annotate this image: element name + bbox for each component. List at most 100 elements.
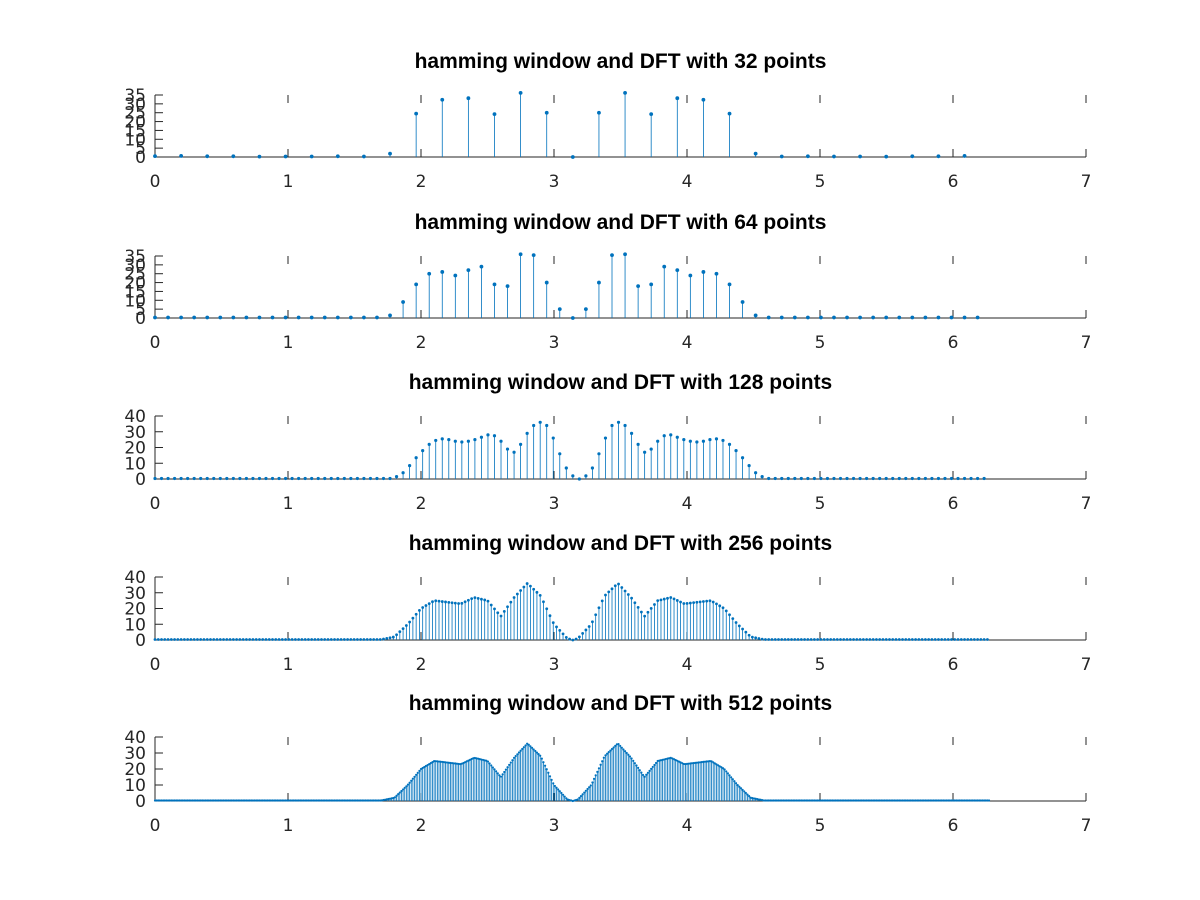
stem-marker bbox=[437, 599, 441, 603]
stem-marker bbox=[538, 594, 542, 597]
stem-marker bbox=[921, 799, 924, 802]
stem-marker bbox=[466, 598, 470, 602]
stem-marker bbox=[688, 439, 692, 443]
stem-marker bbox=[542, 600, 545, 604]
x-tick-label: 7 bbox=[1081, 494, 1092, 514]
stem-marker bbox=[525, 431, 529, 435]
stem-marker bbox=[160, 799, 163, 802]
stem-marker bbox=[215, 638, 219, 641]
stem-marker bbox=[838, 476, 843, 481]
stem-marker bbox=[772, 799, 775, 802]
chart-title: hamming window and DFT with 128 points bbox=[409, 371, 833, 394]
stem-marker bbox=[577, 635, 581, 639]
stem-marker bbox=[166, 315, 170, 320]
stem-marker bbox=[819, 638, 823, 641]
stem-marker bbox=[832, 315, 836, 320]
stem-marker bbox=[385, 798, 388, 801]
stem-marker bbox=[217, 799, 220, 802]
stem-marker bbox=[283, 315, 288, 320]
stem-marker bbox=[826, 638, 829, 641]
stem-marker bbox=[963, 799, 966, 802]
stem-marker bbox=[570, 316, 575, 320]
stem-marker bbox=[290, 638, 294, 641]
stem-marker bbox=[565, 797, 568, 800]
stem-marker bbox=[579, 794, 583, 798]
stem-marker bbox=[891, 476, 895, 481]
x-tick-label: 4 bbox=[682, 172, 693, 192]
stem-marker bbox=[220, 799, 224, 802]
stem-marker bbox=[532, 423, 536, 428]
stem-marker bbox=[583, 791, 586, 794]
stem-marker bbox=[491, 766, 494, 769]
stem-marker bbox=[257, 154, 262, 159]
stem-marker bbox=[248, 638, 252, 641]
stem-marker bbox=[302, 799, 305, 802]
stem-marker bbox=[349, 799, 352, 802]
stem-marker bbox=[674, 758, 677, 762]
stem-marker bbox=[202, 638, 206, 641]
stem-marker bbox=[953, 799, 956, 802]
stem-marker bbox=[694, 761, 697, 764]
x-tick-label: 3 bbox=[549, 655, 560, 675]
stem-marker bbox=[460, 601, 464, 605]
x-tick-label: 6 bbox=[948, 816, 959, 836]
stem-marker bbox=[555, 625, 558, 629]
stem-marker bbox=[473, 438, 477, 442]
stem-marker bbox=[972, 638, 976, 641]
stem-marker bbox=[764, 799, 767, 802]
stem-marker bbox=[594, 613, 598, 617]
stem-marker bbox=[884, 315, 889, 320]
stem-marker bbox=[930, 638, 934, 641]
stem-marker bbox=[770, 799, 774, 802]
stem-marker bbox=[189, 799, 193, 802]
stem-marker bbox=[414, 612, 418, 616]
stem-marker bbox=[231, 154, 236, 159]
stem-marker bbox=[848, 638, 852, 641]
x-tick-label: 1 bbox=[283, 816, 294, 836]
y-tick-label: 15 bbox=[124, 282, 146, 302]
stem-marker bbox=[910, 476, 914, 481]
x-tick-label: 3 bbox=[549, 494, 560, 514]
stem-marker bbox=[845, 315, 849, 320]
stem-marker bbox=[966, 799, 969, 802]
stem-marker bbox=[953, 638, 957, 641]
stem-marker bbox=[753, 313, 758, 318]
y-tick-label: 10 bbox=[124, 291, 146, 311]
stem-marker bbox=[897, 476, 901, 481]
stem-marker bbox=[871, 476, 875, 481]
stem-marker bbox=[751, 797, 754, 800]
stem-marker bbox=[854, 799, 857, 802]
stem-marker bbox=[734, 621, 738, 624]
stem-marker bbox=[752, 797, 756, 800]
stem-marker bbox=[329, 476, 333, 481]
stem-marker bbox=[654, 761, 658, 765]
stem-marker bbox=[930, 476, 934, 481]
stem-marker bbox=[166, 638, 170, 641]
stem-marker bbox=[485, 759, 488, 762]
stem-marker bbox=[979, 638, 983, 641]
stem-marker bbox=[251, 476, 255, 481]
stem-marker bbox=[811, 799, 814, 802]
stem-marker bbox=[816, 799, 819, 802]
stem-marker bbox=[264, 638, 268, 641]
stem-marker bbox=[261, 799, 264, 802]
stem-marker bbox=[760, 637, 764, 641]
stem-marker bbox=[649, 282, 654, 287]
stem-marker bbox=[355, 638, 359, 641]
stem-marker bbox=[271, 638, 274, 641]
x-tick-label: 6 bbox=[948, 494, 959, 514]
stem-marker bbox=[641, 773, 645, 777]
stem-marker bbox=[326, 638, 330, 641]
stem-marker bbox=[379, 799, 382, 802]
stem-marker bbox=[825, 476, 830, 481]
stem-marker bbox=[760, 475, 764, 479]
stem-marker bbox=[616, 420, 621, 424]
stem-marker bbox=[564, 466, 568, 470]
stem-marker bbox=[805, 315, 810, 320]
stem-marker bbox=[346, 799, 349, 802]
stem-marker bbox=[516, 753, 519, 756]
stem-marker bbox=[750, 635, 754, 639]
stem-marker bbox=[518, 252, 523, 257]
subplot-1: hamming window and DFT with 32 points 0 1 2… bbox=[124, 50, 1091, 192]
